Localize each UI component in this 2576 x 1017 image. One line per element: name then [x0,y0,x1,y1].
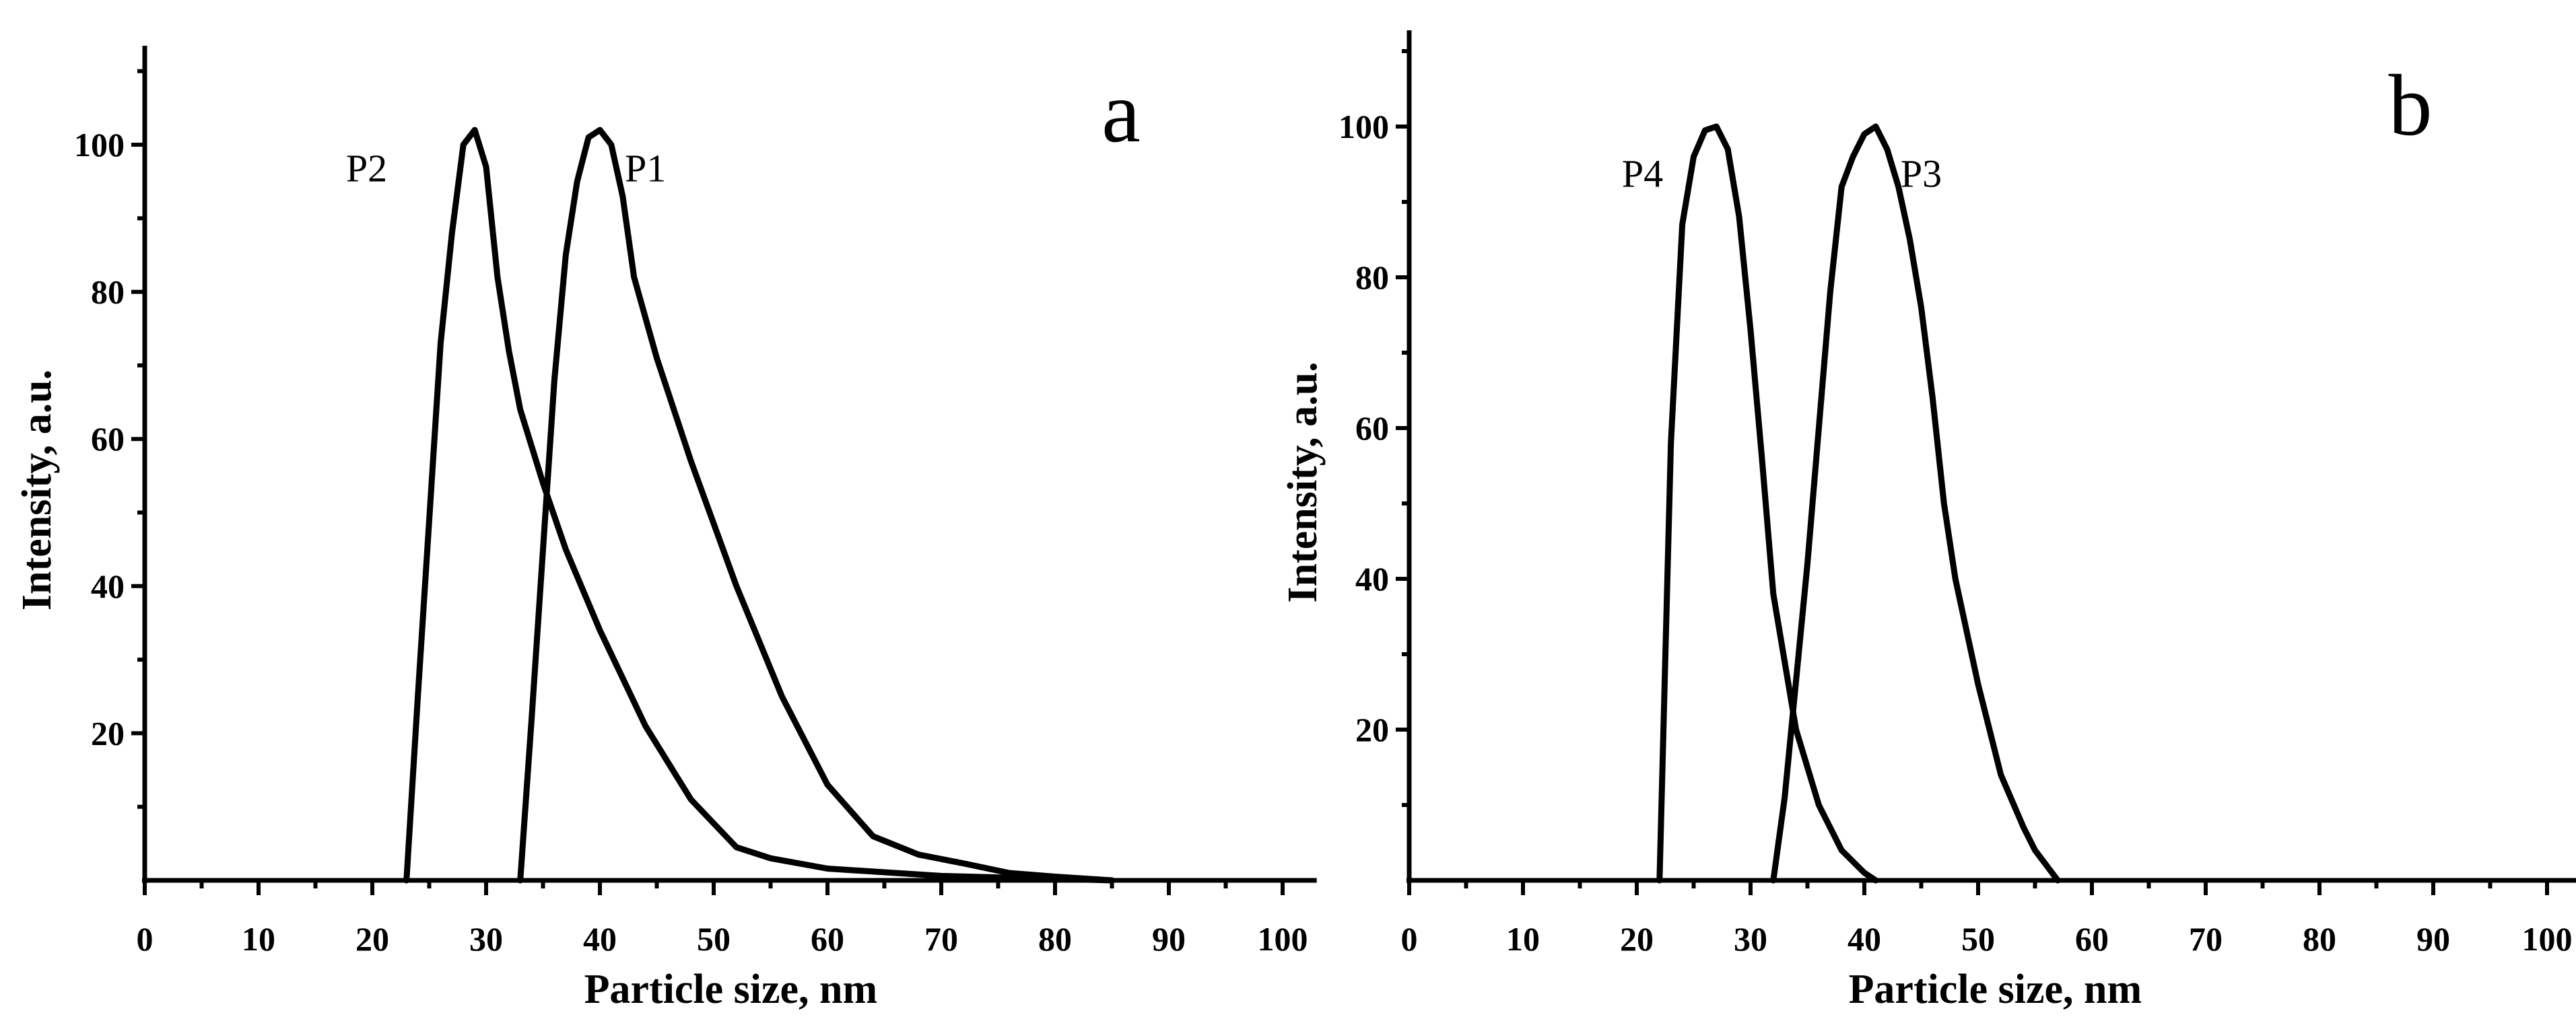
y-tick-label: 20 [91,714,125,752]
y-tick-label: 40 [1355,560,1389,598]
x-tick-label: 80 [1038,920,1072,958]
series-label-p2: P2 [346,147,387,190]
x-tick-label: 60 [2075,920,2109,958]
y-tick-label: 100 [1338,108,1389,145]
x-tick-label: 90 [1152,920,1186,958]
x-tick-label: 100 [2522,920,2573,958]
series-label-p1: P1 [625,147,666,190]
series-line-p2 [403,127,1115,884]
x-tick-label: 0 [1401,920,1418,958]
y-axis-title: Intensity, a.u. [14,370,60,610]
x-tick-label: 100 [1258,920,1308,958]
x-tick-label: 70 [924,920,958,958]
series-label-p3: P3 [1901,152,1942,196]
x-tick-label: 10 [242,920,275,958]
x-tick-label: 40 [1848,920,1881,958]
x-tick-label: 0 [137,920,154,958]
series-line-p4 [1656,123,1879,884]
series-line-p1 [517,127,1115,884]
series-label-p4: P4 [1622,152,1663,196]
x-tick-label: 50 [1961,920,1995,958]
x-tick-label: 70 [2189,920,2223,958]
x-axis-title: Particle size, nm [584,967,878,1012]
panel-letter: a [1101,64,1141,161]
x-tick-label: 40 [583,920,617,958]
x-tick-label: 30 [1734,920,1767,958]
x-tick-label: 50 [697,920,731,958]
series-line-p3 [1770,123,2061,884]
y-tick-label: 80 [1355,258,1389,296]
x-tick-label: 20 [1620,920,1654,958]
x-tick-label: 90 [2416,920,2450,958]
x-tick-label: 80 [2303,920,2336,958]
x-axis-title: Particle size, nm [1849,967,2142,1012]
y-tick-label: 40 [91,567,125,605]
panel-b: 0 10 20 30 40 50 60 70 80 90 100 20 40 60 80 100 Particl… [1280,30,2576,1012]
x-tick-label: 60 [811,920,844,958]
y-tick-label: 80 [91,273,125,311]
x-tick-label: 20 [355,920,389,958]
y-tick-label: 60 [91,420,125,458]
panel-a: 0 10 20 30 40 50 60 70 80 90 100 20 40 60 80 100 Particl… [14,46,1317,1012]
y-tick-label: 100 [74,126,125,164]
x-tick-label: 10 [1506,920,1540,958]
panel-letter: b [2389,57,2433,154]
y-axis-title: Intensity, a.u. [1280,361,1326,602]
x-tick-label: 30 [469,920,503,958]
y-tick-label: 60 [1355,409,1389,447]
y-tick-label: 20 [1355,711,1389,748]
